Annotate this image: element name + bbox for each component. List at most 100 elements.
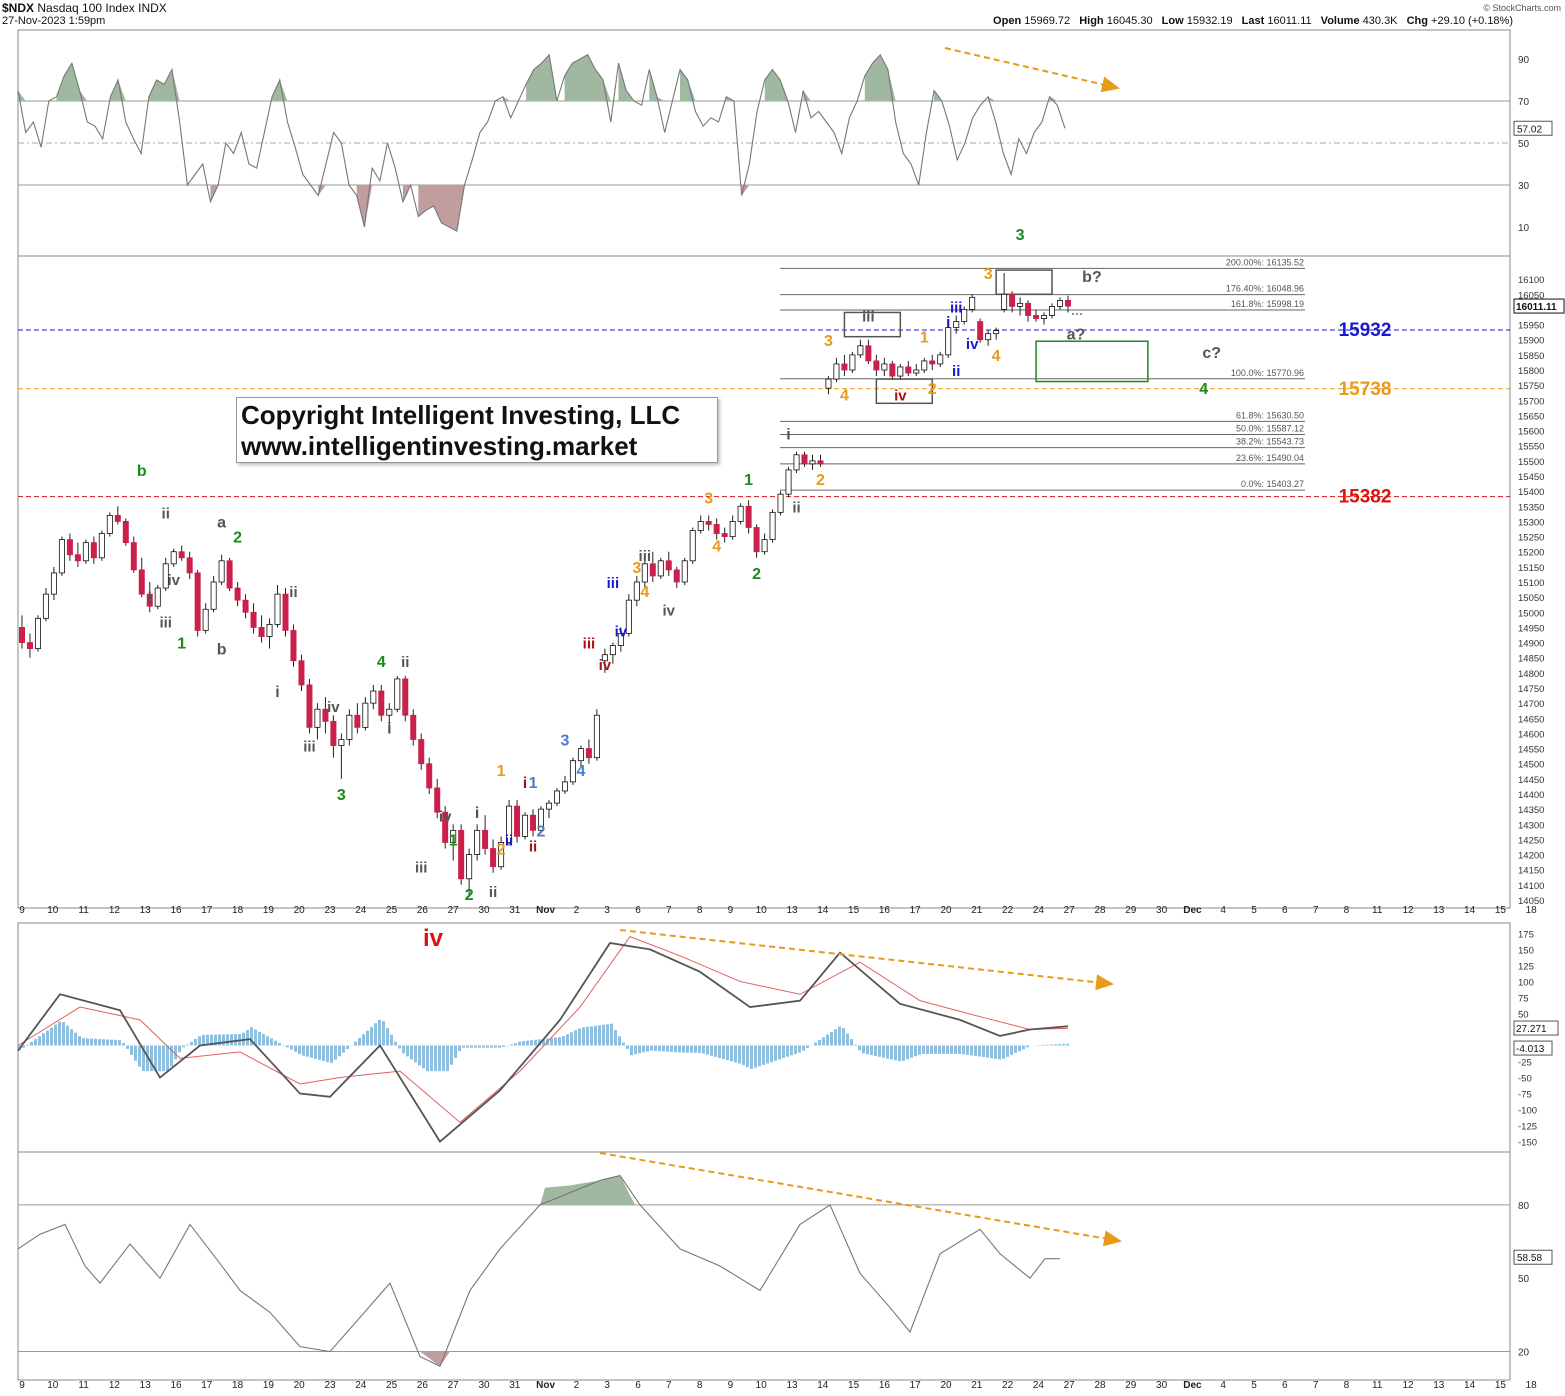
key-level-label: 15738 [1339,379,1392,400]
macd-histogram-bar [26,1044,29,1046]
macd-histogram-bar [86,1038,89,1046]
rsi-overbought-fill [526,54,557,101]
macd-tick-label: 75 [1518,993,1529,1004]
macd-histogram-bar [850,1039,853,1046]
major-wave-label: iv [423,925,444,952]
wave-label: 4 [1199,381,1208,398]
key-level-label: 15932 [1339,320,1392,341]
wave-label: 4 [640,584,649,601]
x-axis-label: 18 [232,905,244,916]
rsi-current-badge [1513,120,1553,136]
datetime: 27-Nov-2023 1:59pm [2,15,106,27]
stoch-current-badge [1513,1249,1553,1265]
candle-body [122,521,129,544]
x-axis-label: 7 [666,1380,672,1391]
macd-histogram-bar [922,1045,925,1055]
price-tick-label: 15250 [1518,533,1544,544]
wave-label: 1 [744,472,753,489]
rsi-tick-label: 90 [1518,55,1530,66]
macd-histogram-bar [50,1027,53,1046]
candle-body [617,633,624,647]
candle-body [857,345,864,356]
x-axis-label: 22 [1002,905,1014,916]
macd-histogram-bar [274,1040,277,1046]
candle-body [498,842,505,868]
macd-histogram-bar [734,1045,737,1063]
candle-body [162,563,169,589]
candle-body [418,739,425,765]
x-axis-label: 16 [170,1380,182,1391]
wave-label: ii [952,363,960,380]
x-axis-label: Dec [1183,1380,1202,1391]
macd-histogram-bar [150,1045,153,1072]
macd-histogram-bar [318,1045,321,1060]
candle-body [466,854,473,880]
price-tick-label: 14650 [1518,714,1544,725]
macd-histogram-bar [226,1034,229,1046]
wave-label: 2 [928,381,937,398]
price-tick-label: 14300 [1518,820,1544,831]
macd-histogram-bar [354,1041,357,1046]
x-axis-label: 30 [1156,1380,1168,1391]
candle-body [609,645,616,656]
x-axis-label: 14 [1464,1380,1476,1391]
candle-body [426,763,433,789]
x-axis-label: Nov [536,1380,555,1391]
x-axis-label: 28 [1094,1380,1106,1391]
macd-histogram-bar [222,1034,225,1046]
macd-histogram-bar [726,1045,729,1061]
macd-histogram-bar [1014,1045,1017,1054]
wave-label: 1 [497,763,506,780]
wave-label: iv [663,602,676,619]
candle-body [138,569,145,595]
x-axis-label: 20 [294,905,306,916]
macd-histogram-bar [682,1045,685,1053]
x-axis-label: 9 [728,1380,734,1391]
macd-histogram-bar [662,1045,665,1052]
price-tick-label: 15900 [1518,336,1544,347]
macd-histogram-bar [910,1045,913,1058]
wave-label: 3 [337,787,346,804]
macd-histogram-bar [390,1034,393,1046]
macd-histogram-bar [366,1030,369,1046]
x-axis-label: 17 [201,1380,213,1391]
macd-histogram-bar [578,1028,581,1046]
x-axis-label: 26 [417,905,429,916]
x-axis-label: 11 [78,1380,89,1391]
candle-body [793,454,800,471]
key-level-label: 15382 [1339,487,1392,508]
fib-level-label: 176.40%: 16048.96 [1226,284,1304,294]
macd-histogram-bar [482,1045,485,1048]
macd-histogram-bar [630,1045,633,1056]
candle-body [442,811,449,843]
macd-histogram-bar [246,1030,249,1046]
macd-histogram-bar [874,1045,877,1056]
wave-label: iv [894,387,907,404]
x-axis-label: 22 [1002,1380,1014,1391]
macd-histogram-bar [54,1024,57,1046]
macd-histogram-bar [470,1045,473,1048]
macd-histogram-bar [362,1034,365,1046]
candle-body [729,521,736,537]
macd-histogram-bar [46,1030,49,1046]
macd-histogram-bar [142,1045,145,1071]
candle-body [969,296,976,310]
wave-label: a [217,514,226,531]
macd-histogram-bar [82,1038,85,1046]
price-tick-label: 15450 [1518,472,1544,483]
price-current-value: 16011.11 [1516,302,1557,313]
macd-histogram-bar [422,1045,425,1069]
macd-histogram-bar [254,1029,257,1046]
macd-histogram-bar [446,1045,449,1072]
macd-tick-label: -100 [1518,1106,1537,1117]
x-axis-label: 13 [1433,905,1445,916]
price-tick-label: 14400 [1518,790,1544,801]
volume-value: 430.3K [1362,15,1398,27]
macd-histogram-bar [802,1045,805,1051]
x-axis-label: 14 [1464,905,1476,916]
x-axis-label: 2 [574,1380,580,1391]
macd-tick-label: 150 [1518,945,1534,956]
candle-body [266,624,273,637]
macd-histogram-bar [950,1045,953,1055]
macd-histogram-bar [358,1037,361,1046]
